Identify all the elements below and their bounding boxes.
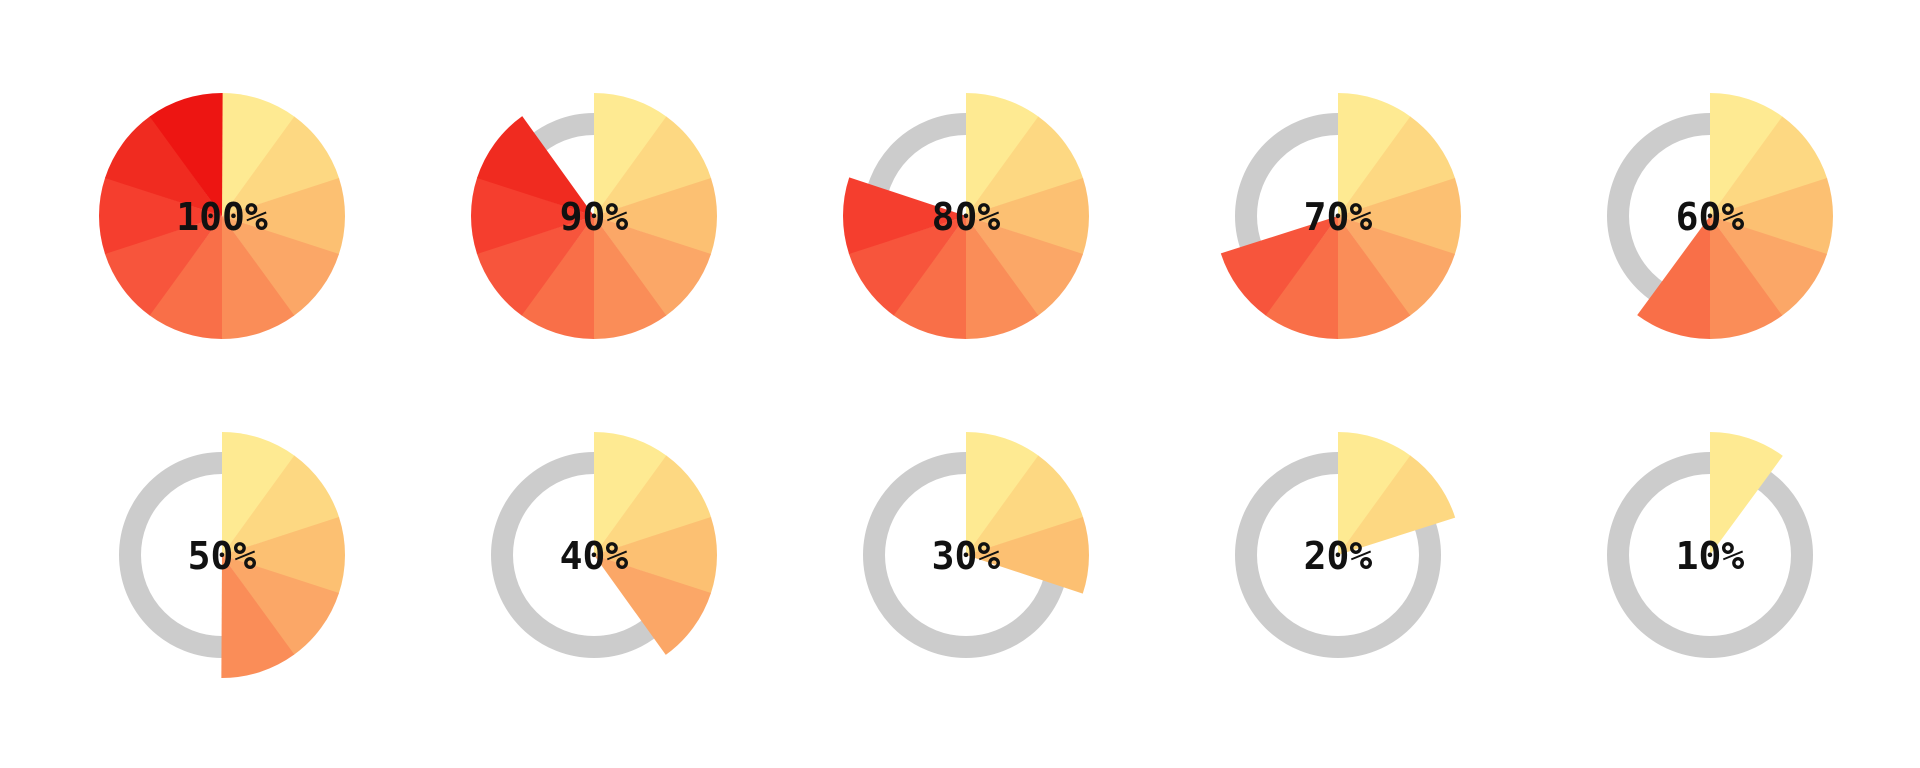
pie-segment (966, 432, 1039, 555)
pie-segment (1710, 216, 1827, 316)
pie-segment (1265, 216, 1338, 339)
pie-segment (477, 116, 594, 216)
pie-segment (1338, 116, 1456, 216)
pie-segment (966, 116, 1084, 216)
pie-segment (1710, 93, 1783, 216)
pie-chart-50: 50% (119, 432, 346, 679)
pie-segment (149, 216, 222, 339)
pie-segment (594, 455, 712, 555)
percent-label: 20% (1304, 534, 1373, 578)
pie-segment (966, 177, 1090, 255)
pie-segment (594, 432, 667, 555)
pie-segment (1338, 216, 1455, 316)
pie-segment (966, 92, 1039, 216)
pie-segment (842, 177, 966, 255)
pie-segment (966, 516, 1090, 594)
pie-segment (1338, 177, 1462, 255)
pie-segment (104, 216, 222, 316)
pie-segment (848, 216, 966, 316)
percent-label: 50% (188, 534, 257, 578)
pie-segment (221, 555, 295, 679)
pie-segment (966, 216, 1083, 316)
percent-label: 40% (560, 534, 629, 578)
pie-segment (594, 93, 667, 216)
percent-label: 70% (1304, 195, 1373, 239)
pie-chart-30: 30% (863, 432, 1090, 658)
pie-segment (594, 555, 711, 655)
pie-segment (1220, 216, 1338, 316)
pie-segment (521, 216, 594, 339)
pie-chart-80: 80% (842, 92, 1090, 340)
pie-segment (149, 92, 223, 216)
percent-label: 90% (560, 195, 629, 239)
pie-segment (966, 455, 1084, 555)
pie-segment (594, 516, 718, 594)
pie-chart-90: 90% (470, 93, 718, 340)
pie-segment (1338, 432, 1411, 555)
pie-chart-60: 60% (1607, 93, 1834, 340)
pie-segment (1338, 455, 1456, 555)
pie-segment (1710, 116, 1828, 216)
pie-segment (1338, 93, 1411, 216)
pie-segment (1710, 177, 1834, 255)
pie-chart-20: 20% (1235, 432, 1456, 658)
pie-segment (222, 116, 340, 216)
pie-segment (965, 216, 1039, 340)
charts-layer: 100% 90% 80% 70% 60% 50% 40% 30% 20% 10% (98, 92, 1834, 679)
pie-segment (476, 216, 594, 316)
pie-segment (222, 455, 340, 555)
pie-segment (1637, 216, 1710, 339)
pie-segment (1709, 216, 1783, 340)
pie-chart-40: 40% (491, 432, 718, 658)
pie-segment (222, 177, 346, 255)
pie-segment (1337, 216, 1411, 340)
pie-segment (98, 177, 222, 255)
percent-label: 10% (1676, 534, 1745, 578)
pie-segment (1710, 432, 1783, 555)
pie-segment (222, 432, 295, 555)
pie-segment (222, 555, 339, 655)
pie-chart-10: 10% (1607, 432, 1813, 658)
pie-segment (594, 216, 711, 316)
pie-segment (893, 216, 966, 339)
pie-segment (222, 516, 346, 594)
pie-segment (222, 93, 295, 216)
pie-segment (594, 116, 712, 216)
pie-chart-70: 70% (1220, 93, 1462, 340)
pie-segment (222, 216, 339, 316)
pie-segment (593, 216, 667, 340)
percent-label: 100% (176, 195, 268, 239)
pie-segment (221, 216, 295, 340)
percent-label: 80% (932, 195, 1001, 239)
pie-segment (470, 177, 594, 255)
percent-label: 60% (1676, 195, 1745, 239)
pie-segment (594, 177, 718, 255)
pie-chart-100: 100% (98, 92, 346, 340)
pie-segment (105, 116, 222, 216)
percent-label: 30% (932, 534, 1001, 578)
